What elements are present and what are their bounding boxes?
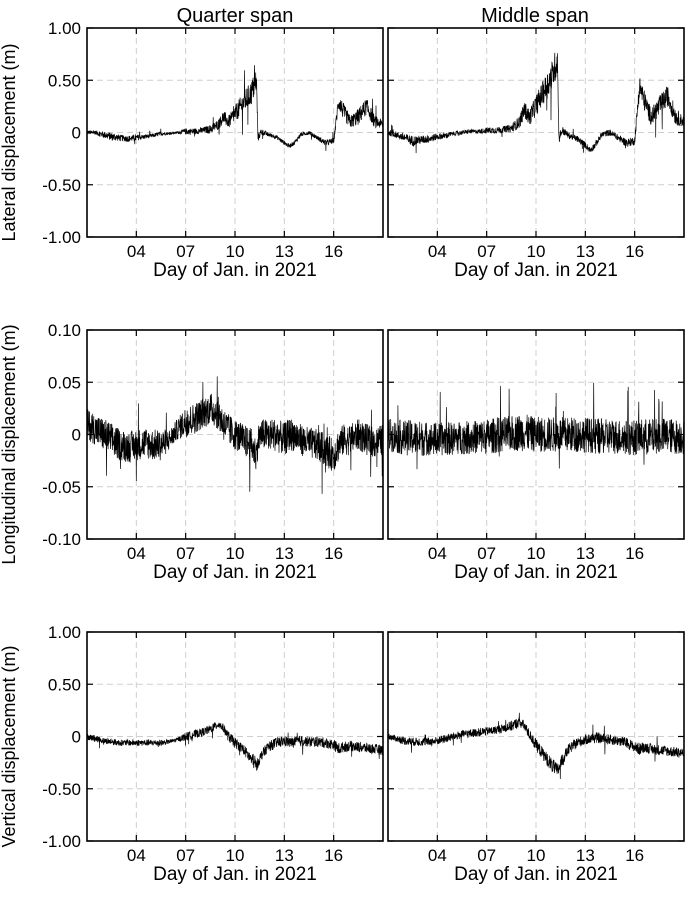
y-tick-label-lateral-quarter-4: -1.00 — [42, 228, 81, 247]
x-tick-label-vertical-quarter-2: 10 — [226, 846, 245, 865]
x-tick-label-lateral-middle-0: 04 — [428, 242, 447, 261]
series-line-vertical-middle-0 — [387, 712, 685, 780]
x-tick-label-longitudinal-quarter-2: 10 — [226, 544, 245, 563]
x-tick-label-lateral-middle-1: 07 — [477, 242, 496, 261]
y-tick-label-vertical-quarter-0: 1.00 — [48, 623, 81, 642]
y-tick-label-longitudinal-quarter-2: 0 — [72, 426, 81, 445]
x-axis-label-lateral-middle: Day of Jan. in 2021 — [454, 260, 618, 281]
y-tick-label-lateral-quarter-3: -0.50 — [42, 176, 81, 195]
y-tick-label-lateral-quarter-0: 1.00 — [48, 19, 81, 38]
panel-lateral-middle: 04 07 10 13 16 Day of Jan. in 2021 — [387, 27, 685, 281]
y-tick-label-vertical-quarter-1: 0.50 — [48, 675, 81, 694]
x-tick-label-vertical-quarter-3: 13 — [275, 846, 294, 865]
x-tick-label-lateral-quarter-2: 10 — [226, 242, 245, 261]
x-tick-label-longitudinal-quarter-0: 04 — [127, 544, 146, 563]
panel-longitudinal-quarter: 04 07 10 13 16 0.10 0.05 0 -0.05 -0.10 Day of Jan.… — [0, 321, 384, 583]
series-line-longitudinal-quarter-0 — [86, 376, 384, 494]
x-axis-label-vertical-quarter: Day of Jan. in 2021 — [153, 864, 317, 885]
series-line-longitudinal-middle-0 — [387, 382, 685, 470]
y-axis-label-vertical-quarter: Vertical displacement (m) — [0, 645, 19, 847]
series-line-vertical-quarter-0 — [86, 722, 384, 771]
y-tick-label-longitudinal-quarter-0: 0.10 — [48, 321, 81, 340]
y-tick-label-lateral-quarter-2: 0 — [72, 124, 81, 143]
x-tick-label-longitudinal-middle-0: 04 — [428, 544, 447, 563]
x-axis-label-vertical-middle: Day of Jan. in 2021 — [454, 864, 618, 885]
x-tick-label-lateral-quarter-4: 16 — [324, 242, 343, 261]
x-tick-label-vertical-middle-2: 10 — [527, 846, 546, 865]
series-line-lateral-middle-0 — [387, 52, 685, 154]
y-tick-label-longitudinal-quarter-1: 0.05 — [48, 373, 81, 392]
x-tick-label-vertical-quarter-4: 16 — [324, 846, 343, 865]
x-tick-label-vertical-middle-0: 04 — [428, 846, 447, 865]
x-tick-label-lateral-middle-2: 10 — [527, 242, 546, 261]
x-axis-label-longitudinal-quarter: Day of Jan. in 2021 — [153, 562, 317, 583]
series-line-lateral-quarter-0 — [86, 65, 384, 152]
x-tick-label-lateral-quarter-3: 13 — [275, 242, 294, 261]
y-tick-label-vertical-quarter-3: -0.50 — [42, 780, 81, 799]
panel-vertical-quarter: 04 07 10 13 16 1.00 0.50 0 -0.50 -1.00 Day of Jan.… — [0, 623, 384, 885]
x-tick-label-longitudinal-quarter-1: 07 — [176, 544, 195, 563]
x-tick-label-lateral-middle-3: 13 — [576, 242, 595, 261]
x-tick-label-lateral-quarter-1: 07 — [176, 242, 195, 261]
x-tick-label-vertical-quarter-1: 07 — [176, 846, 195, 865]
x-tick-label-longitudinal-middle-2: 10 — [527, 544, 546, 563]
x-tick-label-vertical-middle-4: 16 — [625, 846, 644, 865]
x-tick-label-lateral-quarter-0: 04 — [127, 242, 146, 261]
panel-lateral-quarter: 04 07 10 13 16 1.00 0.50 0 -0.50 -1.00 Day of Jan.… — [0, 19, 384, 281]
y-tick-label-lateral-quarter-1: 0.50 — [48, 71, 81, 90]
y-axis-label-lateral-quarter: Lateral displacement (m) — [0, 43, 19, 241]
x-tick-label-longitudinal-middle-4: 16 — [625, 544, 644, 563]
y-tick-label-longitudinal-quarter-3: -0.05 — [42, 478, 81, 497]
x-tick-label-vertical-middle-1: 07 — [477, 846, 496, 865]
panel-vertical-middle: 04 07 10 13 16 Day of Jan. in 2021 — [387, 631, 685, 885]
col-title-quarter-span: Quarter span — [177, 5, 294, 27]
y-tick-label-vertical-quarter-2: 0 — [72, 728, 81, 747]
y-axis-label-longitudinal-quarter: Longitudinal displacement (m) — [0, 324, 19, 564]
x-tick-label-longitudinal-middle-1: 07 — [477, 544, 496, 563]
x-tick-label-vertical-middle-3: 13 — [576, 846, 595, 865]
x-tick-label-lateral-middle-4: 16 — [625, 242, 644, 261]
y-tick-label-vertical-quarter-4: -1.00 — [42, 832, 81, 851]
x-axis-label-lateral-quarter: Day of Jan. in 2021 — [153, 260, 317, 281]
x-tick-label-vertical-quarter-0: 04 — [127, 846, 146, 865]
x-tick-label-longitudinal-quarter-4: 16 — [324, 544, 343, 563]
x-tick-label-longitudinal-middle-3: 13 — [576, 544, 595, 563]
x-tick-label-longitudinal-quarter-3: 13 — [275, 544, 294, 563]
col-title-middle-span: Middle span — [481, 5, 589, 27]
y-tick-label-longitudinal-quarter-4: -0.10 — [42, 530, 81, 549]
x-axis-label-longitudinal-middle: Day of Jan. in 2021 — [454, 562, 618, 583]
panel-longitudinal-middle: 04 07 10 13 16 Day of Jan. in 2021 — [387, 329, 685, 583]
